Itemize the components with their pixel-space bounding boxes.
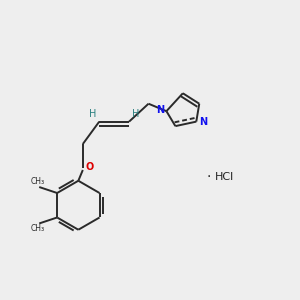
Text: H: H	[89, 109, 96, 119]
Text: HCl: HCl	[215, 172, 234, 182]
Text: ·: ·	[206, 170, 210, 184]
Text: N: N	[156, 105, 164, 115]
Text: N: N	[199, 117, 207, 127]
Text: CH₃: CH₃	[31, 224, 45, 233]
Text: O: O	[85, 162, 94, 172]
Text: CH₃: CH₃	[31, 177, 45, 186]
Text: H: H	[132, 109, 140, 119]
